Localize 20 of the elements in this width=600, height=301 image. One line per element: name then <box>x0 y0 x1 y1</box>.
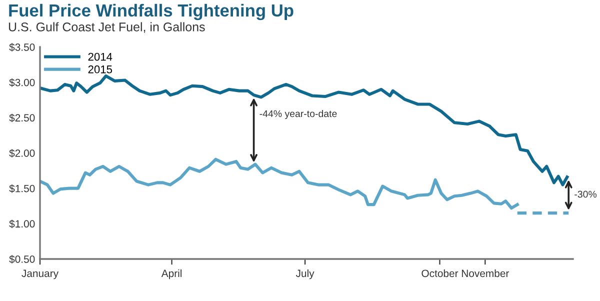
legend-label: 2015 <box>88 65 112 74</box>
y-tick-label: $1.50 <box>9 184 35 193</box>
x-tick-label: November <box>462 269 509 278</box>
x-tick-label: July <box>296 269 314 280</box>
annotation: -44% year-to-date <box>260 110 337 120</box>
chart-subtitle: U.S. Gulf Coast Jet Fuel, in Gallons <box>8 22 205 33</box>
legend-label: 2014 <box>88 52 112 61</box>
x-tick-label: January <box>22 270 59 280</box>
y-tick-label: $2.50 <box>9 114 35 122</box>
y-tick-label: $3.50 <box>9 43 35 52</box>
chart-title: Fuel Price Windfalls Tightening Up <box>9 4 294 20</box>
annotation: -30% <box>574 190 597 198</box>
line-series <box>40 74 569 186</box>
y-tick-label: $0.50 <box>9 255 35 264</box>
y-tick-label: $2.00 <box>9 149 35 158</box>
y-tick-label: $3.00 <box>9 78 35 87</box>
x-tick-label: October <box>422 269 458 278</box>
x-tick-label: April <box>161 269 182 280</box>
y-tick-label: $1.00 <box>9 220 35 228</box>
line-series <box>40 158 519 210</box>
